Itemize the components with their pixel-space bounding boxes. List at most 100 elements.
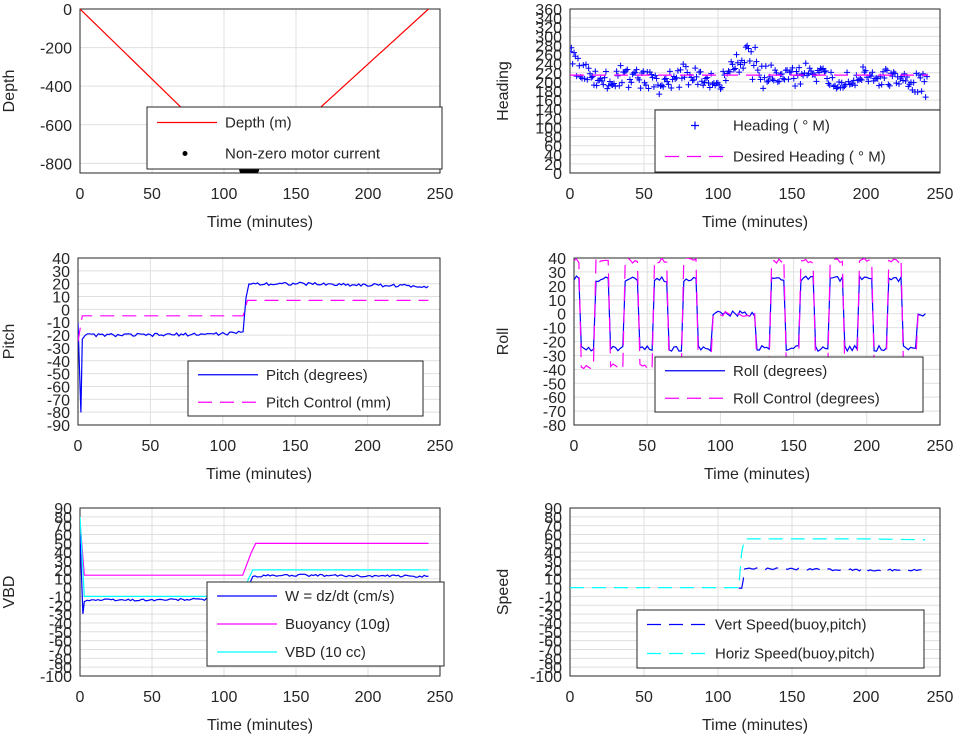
x-axis-label: Time (minutes) xyxy=(206,466,312,483)
y-axis-label: Speed xyxy=(495,569,512,615)
x-tick-label: 0 xyxy=(570,438,579,455)
axes-box xyxy=(569,8,941,174)
series-line xyxy=(78,281,429,413)
legend-label: Heading ( ° M) xyxy=(733,118,830,135)
data-point xyxy=(628,79,635,86)
y-tick-label: -50 xyxy=(543,376,566,393)
data-point xyxy=(636,76,643,83)
data-point xyxy=(621,69,628,76)
data-point xyxy=(902,77,909,84)
data-point xyxy=(653,75,660,82)
axes-box xyxy=(569,507,941,677)
y-tick-label: -80 xyxy=(539,651,562,668)
x-tick-label: 0 xyxy=(566,689,575,706)
legend: Heading ( ° M) Desired Heading ( ° M) xyxy=(654,109,941,173)
data-point xyxy=(792,83,799,90)
x-axis-label: Time (minutes) xyxy=(702,717,808,734)
data-point xyxy=(785,76,792,83)
data-point xyxy=(765,77,772,84)
data-point xyxy=(718,84,725,91)
y-tick-label: 0 xyxy=(63,581,72,598)
y-tick-label: -70 xyxy=(539,642,562,659)
y-tick-label: 70 xyxy=(544,519,562,536)
data-point xyxy=(821,68,828,75)
data-point xyxy=(753,58,760,65)
data-point xyxy=(586,70,593,77)
data-point xyxy=(677,66,684,73)
data-point xyxy=(676,84,683,91)
data-point xyxy=(697,68,704,75)
data-point xyxy=(770,77,777,84)
y-axis-label: Roll xyxy=(495,328,512,356)
data-point xyxy=(717,85,724,92)
data-point xyxy=(730,66,737,73)
y-tick-label: 90 xyxy=(544,501,562,518)
y-tick-label: -100 xyxy=(40,669,72,686)
y-tick-label: 20 xyxy=(548,279,566,296)
data-point xyxy=(741,59,748,66)
data-point xyxy=(762,63,769,70)
data-point xyxy=(881,74,888,81)
y-tick-label: -10 xyxy=(543,321,566,338)
data-point xyxy=(885,81,892,88)
x-tick-label: 0 xyxy=(76,689,85,706)
data-point xyxy=(826,82,833,89)
series-line xyxy=(80,534,429,614)
y-tick-label: 220 xyxy=(535,66,562,83)
data-point xyxy=(764,78,771,85)
data-point xyxy=(749,76,756,83)
data-point xyxy=(919,70,926,77)
legend-box xyxy=(146,106,443,170)
data-point xyxy=(705,80,712,87)
x-tick-label: 150 xyxy=(779,689,806,706)
y-tick-label: 20 xyxy=(544,563,562,580)
data-point xyxy=(832,82,839,89)
data-point xyxy=(574,55,581,62)
y-tick-label: 80 xyxy=(544,130,562,147)
y-tick-label: 40 xyxy=(544,148,562,165)
data-point xyxy=(650,83,657,90)
x-axis-label: Time (minutes) xyxy=(702,214,808,231)
data-point xyxy=(580,62,587,69)
data-point xyxy=(656,91,663,98)
legend-marker xyxy=(691,121,699,130)
y-tick-label: -60 xyxy=(539,634,562,651)
data-point xyxy=(726,68,733,75)
legend: Roll (degrees) Roll Control (degrees) xyxy=(654,356,924,413)
legend-box xyxy=(654,356,924,413)
y-axis-label: Heading xyxy=(495,61,512,121)
data-point xyxy=(624,66,631,73)
x-tick-label: 250 xyxy=(427,438,454,455)
data-point xyxy=(702,75,709,82)
data-point xyxy=(674,67,681,74)
y-tick-label: -50 xyxy=(539,625,562,642)
data-point xyxy=(617,62,624,69)
data-point xyxy=(648,71,655,78)
data-layer xyxy=(570,538,926,589)
y-tick-label: -60 xyxy=(543,390,566,407)
data-point xyxy=(652,72,659,79)
data-point xyxy=(585,65,592,72)
data-point xyxy=(602,68,609,75)
data-point xyxy=(852,82,859,89)
data-point xyxy=(673,74,680,81)
y-tick-label: 60 xyxy=(544,139,562,156)
x-axis-label: Time (minutes) xyxy=(704,466,810,483)
series-line xyxy=(80,521,429,576)
data-point xyxy=(882,65,889,72)
data-point xyxy=(722,77,729,84)
data-point xyxy=(828,69,835,76)
y-axis-label: Depth xyxy=(1,70,18,113)
data-point xyxy=(774,78,781,85)
y-tick-label: -70 xyxy=(49,642,72,659)
y-tick-label: -40 xyxy=(47,354,70,371)
y-tick-label: 100 xyxy=(535,120,562,137)
data-point xyxy=(846,81,853,88)
y-tick-label: 0 xyxy=(553,581,562,598)
data-point xyxy=(833,85,840,92)
y-tick-label: 200 xyxy=(535,75,562,92)
legend-label: Horiz Speed(buoy,pitch) xyxy=(715,646,875,663)
data-point xyxy=(690,76,697,83)
data-point xyxy=(789,64,796,71)
